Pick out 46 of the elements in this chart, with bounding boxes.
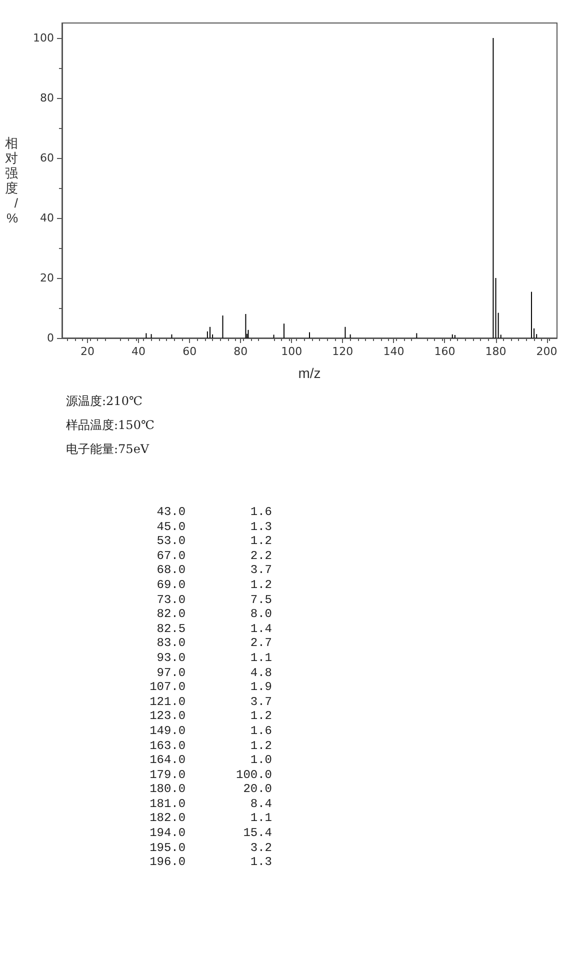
text: 194.0 15.4: [148, 826, 272, 841]
text: 67.0 2.2: [156, 548, 272, 564]
x-tick-label: 180: [485, 345, 506, 358]
text: 93.0 1.1: [156, 650, 272, 666]
text: 123.0 1.2: [148, 709, 272, 724]
text: 83.0 2.7: [156, 636, 272, 651]
text: 182.0 1.1: [148, 811, 272, 826]
x-tick-label: 20: [80, 345, 95, 358]
text: 121.0 3.7: [148, 694, 272, 710]
text: 69.0 1.2: [156, 578, 272, 593]
text: 53.0 1.2: [156, 534, 272, 549]
text: 179.0 100.0: [148, 768, 272, 782]
text: 45.0 1.3: [156, 520, 272, 534]
x-tick-label: 100: [281, 345, 302, 358]
text: 163.0 1.2: [148, 738, 272, 754]
y-tick-label: 80: [40, 92, 54, 104]
x-tick-label: 140: [383, 345, 404, 358]
text: 43.0 1.6: [156, 505, 272, 520]
text: 97.0 4.8: [156, 666, 272, 680]
y-tick-label: 100: [33, 32, 54, 44]
text: 73.0 7.5: [156, 592, 272, 608]
x-tick-label: 120: [332, 345, 354, 358]
y-tick-label: 60: [40, 152, 54, 164]
text: 180.0 20.0: [148, 782, 272, 797]
text: 196.0 1.3: [148, 855, 272, 870]
x-tick-label: 60: [182, 345, 197, 358]
y-tick-label: 40: [40, 212, 54, 224]
text: 149.0 1.6: [148, 724, 272, 738]
text: 82.5 1.4: [156, 622, 272, 636]
y-tick-label: 0: [47, 332, 54, 344]
text: 源温度:210℃: [66, 393, 144, 410]
text: 68.0 3.7: [156, 563, 272, 578]
text: 195.0 3.2: [148, 840, 272, 856]
text: 82.0 8.0: [156, 607, 272, 622]
text: 样品温度:150℃: [66, 417, 156, 434]
x-axis-title: m/z: [298, 365, 321, 381]
x-tick-label: 200: [536, 345, 558, 358]
x-tick-label: 80: [234, 345, 248, 358]
text: 164.0 1.0: [148, 753, 272, 768]
x-tick-label: 160: [434, 345, 456, 358]
text: 电子能量:75eV: [66, 441, 150, 458]
y-axis-title: 相对强度/%: [5, 136, 18, 226]
y-tick-label: 20: [40, 272, 54, 284]
x-tick-label: 40: [132, 345, 146, 358]
text: 107.0 1.9: [148, 680, 272, 695]
text: 181.0 8.4: [148, 796, 272, 812]
